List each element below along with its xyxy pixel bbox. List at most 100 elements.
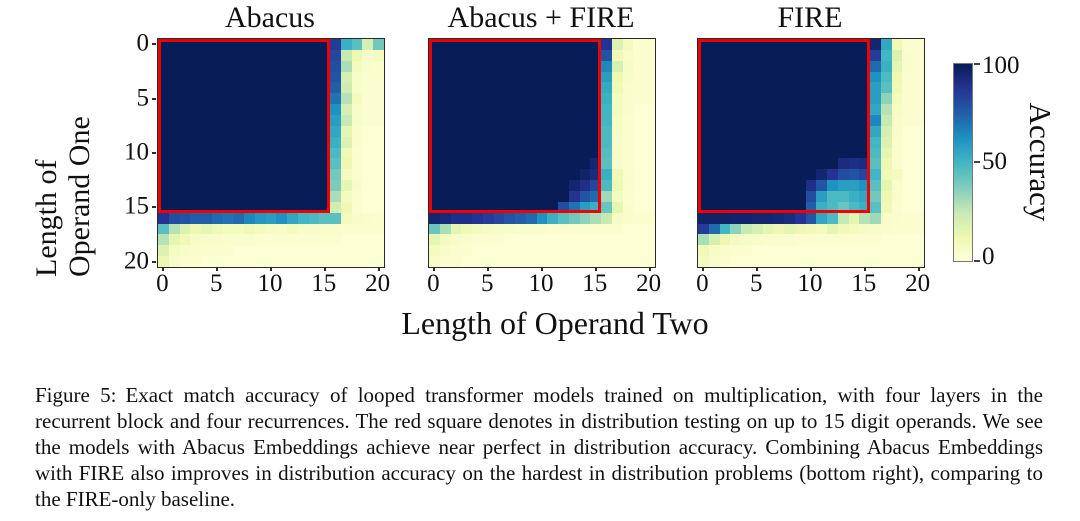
heatmap-abacus-fire [428,38,656,268]
heatmap-cell [504,125,516,137]
heatmap-cell [493,93,505,105]
heatmap-cell [244,60,255,72]
heatmap-cell [308,256,320,267]
heatmap-cell [340,190,352,202]
heatmap-cell [276,212,288,224]
heatmap-cell [719,169,731,181]
heatmap-cell [461,190,473,202]
heatmap-cell [461,147,473,159]
heatmap-cell [439,234,451,246]
heatmap-cell [784,245,795,257]
heatmap-cell [254,158,266,170]
heatmap-cell [794,245,806,257]
heatmap-cell [622,114,634,126]
heatmap-cell [590,212,602,224]
heatmap-cell [450,190,462,202]
heatmap-cell [590,39,602,50]
heatmap-cell [913,223,924,235]
heatmap-cell [201,93,212,105]
heatmap-cell [340,125,352,137]
heatmap-cell [568,136,580,148]
heatmap-cell [719,245,731,257]
heatmap-cell [837,180,849,191]
heatmap-cell [340,256,352,267]
heatmap-cell [373,169,384,181]
heatmap-cell [741,93,752,105]
heatmap-cell [190,104,202,115]
heatmap-cell [168,125,180,137]
heatmap-cell [698,223,709,235]
heatmap-cell [773,49,785,61]
heatmap-cell [450,104,462,115]
heatmap-cell [340,60,352,72]
heatmap-cell [751,93,763,105]
heatmap-cell [201,104,212,115]
heatmap-cell [773,60,785,72]
heatmap-cell [373,60,384,72]
x-tick-label: 5 [209,270,223,297]
heatmap-cell [816,234,828,246]
heatmap-cell [784,180,795,191]
heatmap-cell [308,223,320,235]
heatmap-cell [525,256,537,267]
heatmap-cell [590,82,602,94]
heatmap-cell [201,60,212,72]
heatmap-cell [633,223,645,235]
heatmap-cell [504,71,516,83]
heatmap-cell [730,136,742,148]
heatmap-cell [340,49,352,61]
heatmap-cell [698,82,709,94]
x-tick-mark [594,267,597,271]
heatmap-cell [708,71,720,83]
heatmap-cell [579,71,591,83]
heatmap-cell [429,114,440,126]
heatmap-cell [859,245,871,257]
heatmap-cell [719,114,731,126]
heatmap-cell [579,49,591,61]
heatmap-cell [880,190,892,202]
heatmap-cell [611,82,623,94]
heatmap-cell [190,39,202,50]
heatmap-cell [762,245,774,257]
heatmap-cell [222,39,234,50]
heatmap-cell [579,93,591,105]
heatmap-cell [611,223,623,235]
heatmap-cell [482,136,494,148]
heatmap-cell [708,60,720,72]
heatmap-cell [644,234,655,246]
heatmap-cell [297,114,309,126]
heatmap-cell [762,71,774,83]
heatmap-cell [222,169,234,181]
heatmap-cell [870,256,881,267]
panel-title-fire: FIRE [777,1,843,34]
heatmap-cell [859,60,871,72]
heatmap-cell [633,158,645,170]
heatmap-cell [461,49,473,61]
heatmap-cell [870,71,881,83]
heatmap-cell [547,104,559,115]
heatmap-cell [265,147,277,159]
heatmap-cell [762,125,774,137]
heatmap-cell [211,39,223,50]
heatmap-cell [730,39,742,50]
heatmap-cell [362,125,374,137]
heatmap-cell [244,39,255,50]
heatmap-cell [158,60,169,72]
heatmap-cell [773,201,785,213]
heatmap-cell [536,234,548,246]
x-tick-label: 20 [365,270,391,297]
heatmap-cell [493,158,505,170]
heatmap-cell [891,190,903,202]
heatmap-cell [891,104,903,115]
heatmap-cell [439,223,451,235]
heatmap-cell [902,104,914,115]
heatmap-cell [222,71,234,83]
heatmap-cell [708,82,720,94]
heatmap-cell [579,256,591,267]
heatmap-cell [179,256,191,267]
heatmap-cell [590,60,602,72]
heatmap-cell [211,136,223,148]
heatmap-cell [482,212,494,224]
heatmap-cell [482,190,494,202]
heatmap-cell [805,39,817,50]
